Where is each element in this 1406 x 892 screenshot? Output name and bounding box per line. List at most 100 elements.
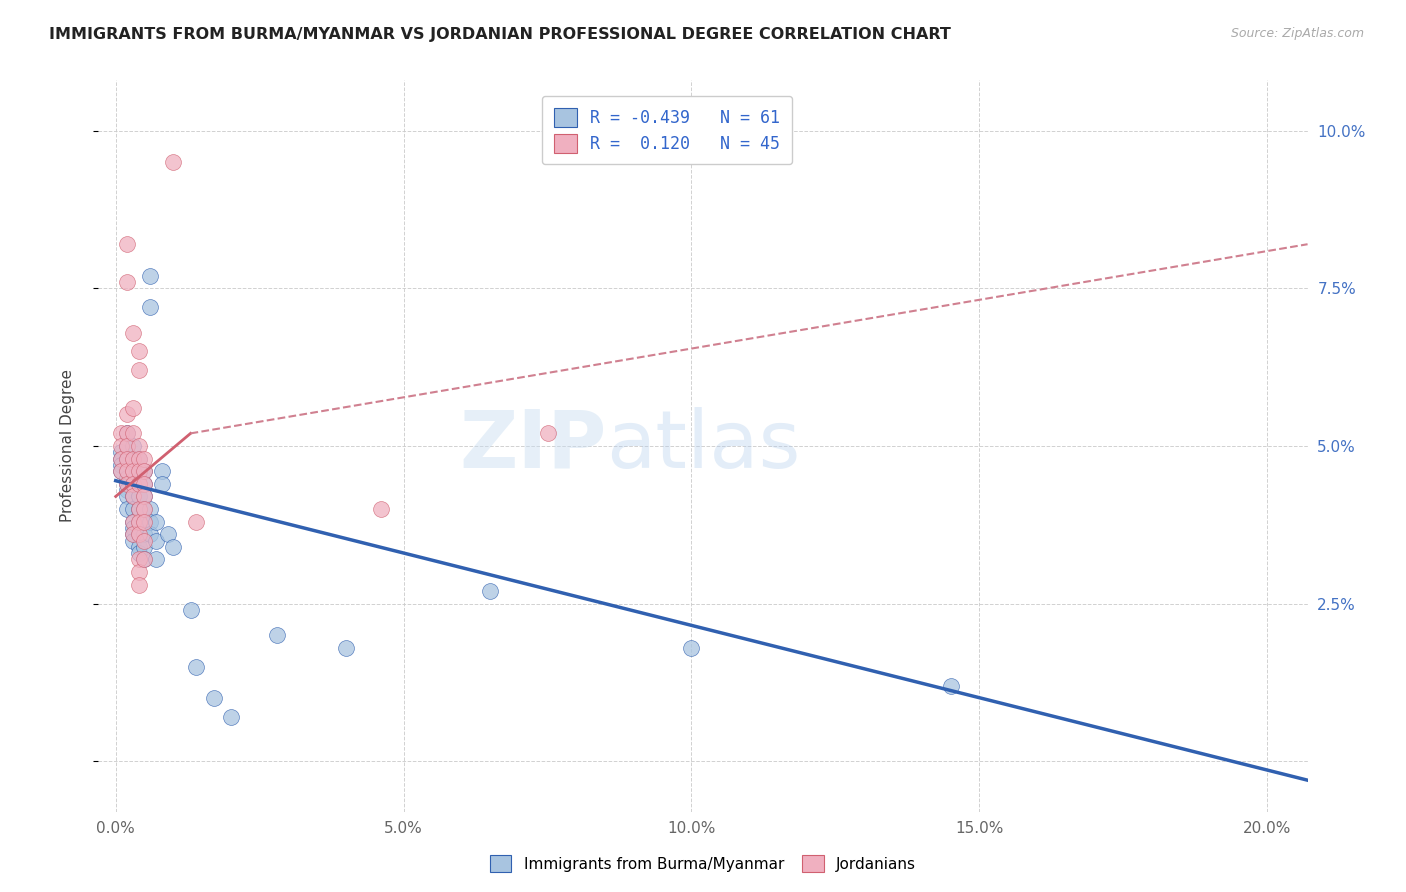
Point xyxy=(128,476,150,491)
Point xyxy=(128,502,150,516)
Point xyxy=(128,490,150,504)
Point xyxy=(134,464,156,478)
Point xyxy=(110,464,132,478)
Point xyxy=(110,458,132,472)
Point xyxy=(122,326,145,340)
Point xyxy=(939,679,962,693)
Point xyxy=(134,476,156,491)
Point xyxy=(128,451,150,466)
Point xyxy=(128,527,150,541)
Point xyxy=(128,552,150,566)
Point xyxy=(139,515,162,529)
Point xyxy=(186,659,208,673)
Point xyxy=(478,584,501,599)
Point xyxy=(115,237,138,252)
Legend: R = -0.439   N = 61, R =  0.120   N = 45: R = -0.439 N = 61, R = 0.120 N = 45 xyxy=(543,96,792,164)
Point xyxy=(370,502,392,516)
Point xyxy=(122,426,145,441)
Point xyxy=(110,451,132,466)
Point xyxy=(134,476,156,491)
Point xyxy=(128,502,150,516)
Point xyxy=(145,515,167,529)
Point xyxy=(162,540,184,554)
Point xyxy=(128,527,150,541)
Legend: Immigrants from Burma/Myanmar, Jordanians: Immigrants from Burma/Myanmar, Jordanian… xyxy=(482,847,924,880)
Point xyxy=(115,464,138,478)
Point xyxy=(115,451,138,466)
Point xyxy=(139,268,162,283)
Point xyxy=(335,640,357,655)
Point xyxy=(536,426,558,441)
Point xyxy=(122,527,145,541)
Point xyxy=(139,502,162,516)
Point xyxy=(122,464,145,478)
Point xyxy=(122,490,145,504)
Point xyxy=(115,426,138,441)
Point xyxy=(110,426,132,441)
Point xyxy=(122,451,145,466)
Point xyxy=(134,502,156,516)
Point xyxy=(134,464,156,478)
Point xyxy=(115,408,138,422)
Point xyxy=(128,439,150,453)
Point xyxy=(122,439,145,453)
Point xyxy=(139,527,162,541)
Point xyxy=(115,502,138,516)
Point xyxy=(122,490,145,504)
Point xyxy=(128,451,150,466)
Point xyxy=(110,464,132,478)
Point xyxy=(122,476,145,491)
Text: atlas: atlas xyxy=(606,407,800,485)
Point xyxy=(128,344,150,359)
Point xyxy=(122,401,145,416)
Point xyxy=(134,552,156,566)
Point xyxy=(115,426,138,441)
Point xyxy=(145,552,167,566)
Point xyxy=(128,515,150,529)
Point xyxy=(115,439,138,453)
Point xyxy=(110,451,132,466)
Point xyxy=(134,490,156,504)
Point xyxy=(128,578,150,592)
Point xyxy=(156,527,179,541)
Point xyxy=(115,490,138,504)
Point xyxy=(110,439,132,453)
Point xyxy=(134,515,156,529)
Text: IMMIGRANTS FROM BURMA/MYANMAR VS JORDANIAN PROFESSIONAL DEGREE CORRELATION CHART: IMMIGRANTS FROM BURMA/MYANMAR VS JORDANI… xyxy=(49,27,950,42)
Point xyxy=(128,540,150,554)
Point xyxy=(115,476,138,491)
Text: Source: ZipAtlas.com: Source: ZipAtlas.com xyxy=(1230,27,1364,40)
Point xyxy=(128,546,150,560)
Point xyxy=(115,451,138,466)
Point xyxy=(122,515,145,529)
Point xyxy=(134,552,156,566)
Point xyxy=(134,515,156,529)
Point xyxy=(128,363,150,377)
Point xyxy=(186,515,208,529)
Point xyxy=(115,439,138,453)
Point xyxy=(115,275,138,289)
Point xyxy=(115,483,138,497)
Point xyxy=(266,628,288,642)
Point xyxy=(134,527,156,541)
Point xyxy=(134,451,156,466)
Point xyxy=(115,476,138,491)
Point xyxy=(128,565,150,579)
Text: ZIP: ZIP xyxy=(458,407,606,485)
Point xyxy=(134,490,156,504)
Y-axis label: Professional Degree: Professional Degree xyxy=(60,369,75,523)
Point xyxy=(150,476,173,491)
Point xyxy=(134,502,156,516)
Point xyxy=(134,540,156,554)
Point xyxy=(134,533,156,548)
Point xyxy=(150,464,173,478)
Point xyxy=(122,464,145,478)
Point xyxy=(681,640,703,655)
Point xyxy=(115,464,138,478)
Point xyxy=(128,476,150,491)
Point xyxy=(202,691,225,706)
Point xyxy=(162,155,184,169)
Point xyxy=(115,470,138,484)
Point xyxy=(145,533,167,548)
Point xyxy=(122,502,145,516)
